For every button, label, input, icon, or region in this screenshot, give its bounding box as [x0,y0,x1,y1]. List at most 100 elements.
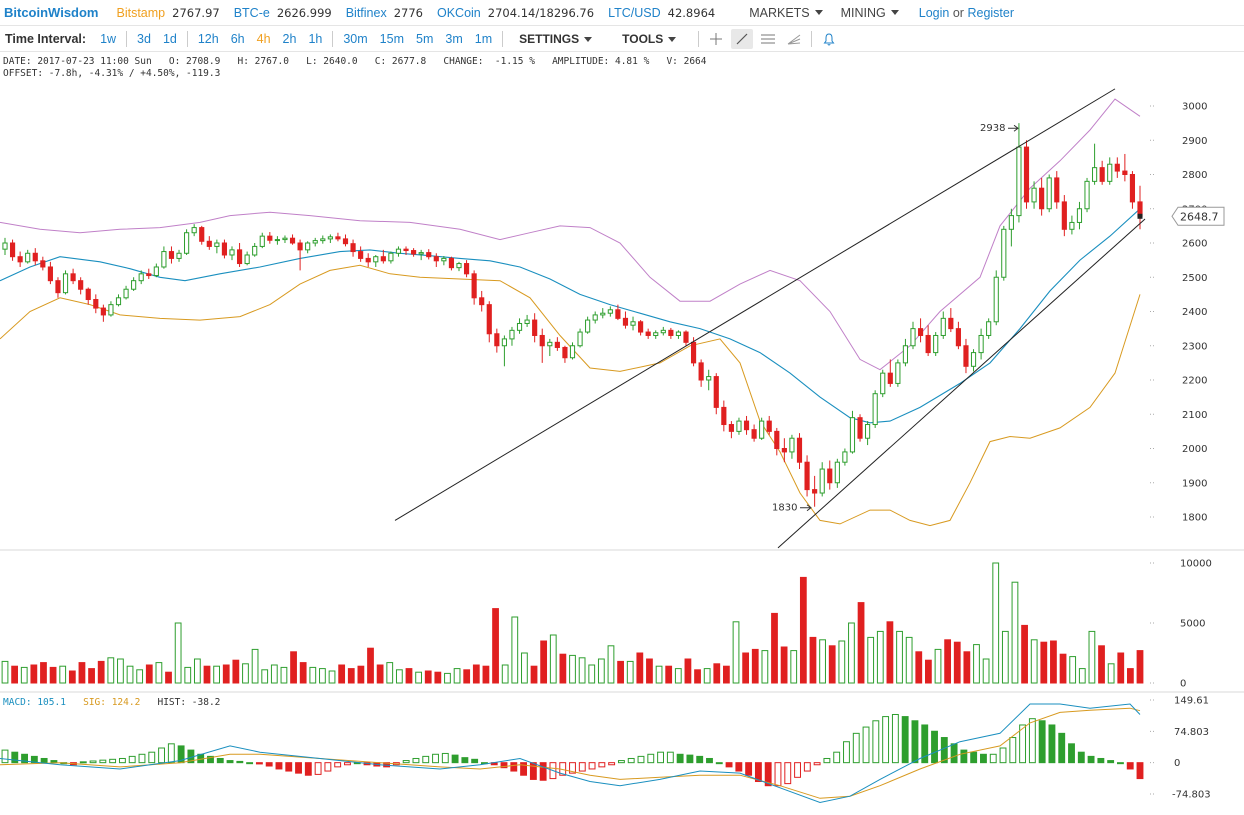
volume-bar [88,668,95,684]
fan-icon[interactable] [783,29,805,49]
candle [925,325,931,357]
market-okcoin[interactable]: OKCoin 2704.14/18296.76 [437,6,594,20]
candle [721,400,727,432]
brand-logo[interactable]: BitcoinWisdom [4,5,99,20]
markets-menu[interactable]: MARKETS [749,6,823,20]
current-price-label: 2648.7 [1180,210,1219,223]
moving-average-blue-line [0,208,1141,424]
price-tick-label: 2600 [1182,239,1207,250]
interval-12h[interactable]: 12h [197,32,219,46]
interval-2h[interactable]: 2h [282,32,297,46]
interval-1d[interactable]: 1d [162,32,177,46]
volume-bar [597,658,605,684]
interval-5m[interactable]: 5m [416,32,434,46]
volume-bar [193,658,201,684]
price-tick-label: 2900 [1182,136,1207,147]
macd-value: 105.1 [37,697,66,708]
macd-histogram-bar [588,762,596,770]
market-bitstamp[interactable]: Bitstamp 2767.97 [117,6,220,20]
candle [713,373,719,415]
volume-bar [78,662,86,684]
macd-histogram-bar [608,762,616,766]
candle-body [486,304,492,335]
market-bitfinex[interactable]: Bitfinex 2776 [346,6,423,20]
candle [993,270,999,326]
price-tick-label: 1900 [1182,478,1207,489]
separator [502,31,504,47]
market-btc-e[interactable]: BTC-e 2626.999 [234,6,332,20]
toolbar: Time Interval: 1w 3d 1d 12h 6h 4h 2h 1h … [0,27,1244,52]
volume-bar [1001,630,1009,684]
candle [358,246,364,262]
volume-bar [646,658,653,684]
interval-15m[interactable]: 15m [379,32,404,46]
volume-bar [1136,650,1144,684]
candle-body [842,451,848,463]
interval-1m[interactable]: 1m [474,32,493,46]
volume-bar [242,663,249,684]
interval-3m[interactable]: 3m [445,32,463,46]
macd-histogram-bar [882,716,890,764]
interval-1h[interactable]: 1h [308,32,323,46]
candle [1084,177,1090,213]
candle-body [630,321,636,326]
candle-body [827,468,833,484]
candle [471,270,477,305]
volume-bar [482,665,490,684]
candle [660,326,666,336]
annotation-arrow [800,504,812,512]
offset-info-line: OFFSET: -7.8h, -4.31% / +4.50%, -119.3 [3,68,221,79]
interval-6h[interactable]: 6h [230,32,245,46]
candle [9,239,16,261]
candle-body [865,424,871,439]
candle [554,337,560,351]
macd-histogram-bar [862,726,870,764]
candle [600,308,606,319]
macd-histogram-bar [402,760,410,764]
candle-body [970,352,977,367]
interval-4h[interactable]: 4h [256,32,271,46]
candle [1122,153,1128,182]
moving-average-orange-line [0,264,1141,527]
volume-tick-label: 5000 [1180,619,1205,630]
login-link[interactable]: Login [918,5,950,20]
candle [2,237,8,255]
interval-30m[interactable]: 30m [343,32,368,46]
candle [236,243,243,267]
macd-histogram-bar [833,751,841,764]
register-link[interactable]: Register [967,5,1015,20]
candle-body [1069,221,1075,230]
macd-histogram-bar [255,762,263,765]
candle-body [62,273,69,294]
price-tick-label: 2200 [1182,376,1207,387]
market-ltc-usd[interactable]: LTC/USD 42.8964 [608,6,715,20]
volume-bar [944,639,952,684]
candle-body [1084,180,1090,210]
mining-menu[interactable]: MINING [841,6,899,20]
candle-body [910,328,916,347]
volume-bar [117,658,124,684]
interval-1w[interactable]: 1w [100,32,117,46]
horizontal-lines-icon[interactable] [757,29,779,49]
alarm-bell-icon[interactable] [818,29,840,49]
volume-bar [723,665,730,684]
volume-bar [617,660,624,684]
candle-body [562,346,568,359]
volume-bar [107,657,115,684]
settings-menu[interactable]: SETTINGS [519,32,593,46]
macd-histogram-bar [236,760,244,764]
candle-body [342,238,349,245]
macd-histogram-bar [569,762,576,774]
tools-menu[interactable]: TOOLS [622,32,677,46]
candle-body [1054,177,1060,203]
candle-body [592,314,598,321]
candle-body [759,420,765,439]
volume-bar [521,652,528,684]
candle [585,316,591,334]
candle [1023,140,1030,209]
line-draw-icon[interactable] [731,29,754,49]
crosshair-icon[interactable] [705,29,727,49]
volume-bar [1088,630,1096,684]
interval-3d[interactable]: 3d [137,32,151,46]
